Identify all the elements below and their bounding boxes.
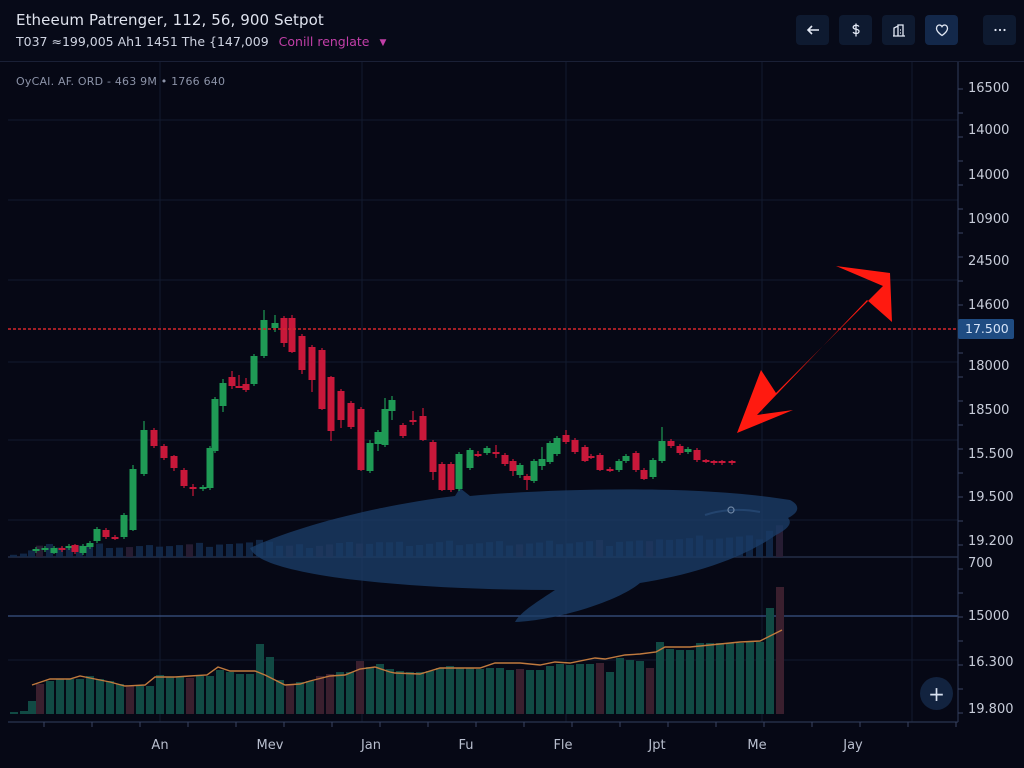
dollar-icon <box>852 23 860 37</box>
chart-title: Etheeum Patrenger, 112, 56, 900 Setpot <box>16 11 324 29</box>
price-axis-label: 15.500 <box>968 447 1014 462</box>
price-axis-label: 10900 <box>968 212 1010 227</box>
volume-moving-average <box>31 629 783 687</box>
add-indicator-button[interactable]: + <box>920 677 953 710</box>
price-axis-label: 19.200 <box>968 534 1014 549</box>
indicator-info-line: OyCAI. AF. ORD - 463 9M • 1766 640 <box>16 75 226 88</box>
ellipsis-icon <box>993 28 1006 32</box>
time-axis-label: An <box>151 738 169 753</box>
price-axis-label: 18000 <box>968 359 1010 374</box>
currency-button[interactable] <box>839 15 872 45</box>
price-chart-canvas[interactable] <box>0 62 1024 768</box>
whale-illustration <box>250 488 798 622</box>
heart-icon <box>935 24 948 37</box>
price-axis-label: 14000 <box>968 168 1010 183</box>
ticker-summary: T037 ≈199,005 Ah1 1451 The {147,009 Coni… <box>16 34 386 49</box>
building-chart-icon <box>892 24 905 37</box>
ticker-stats: T037 ≈199,005 Ah1 1451 The {147,009 <box>16 34 269 49</box>
volume-axis-label: 15000 <box>968 609 1010 624</box>
more-button[interactable] <box>983 15 1016 45</box>
indicators-button[interactable] <box>882 15 915 45</box>
time-axis-label: Fu <box>458 738 474 753</box>
arrow-left-icon <box>806 25 819 35</box>
back-button[interactable] <box>796 15 829 45</box>
template-dropdown-label[interactable]: Conill renglate <box>278 34 370 49</box>
candlestick-series <box>32 310 736 555</box>
volume-axis-label: 16.300 <box>968 655 1014 670</box>
time-axis-label: Me <box>747 738 767 753</box>
plus-icon: + <box>928 681 945 706</box>
price-axis-label: 14600 <box>968 298 1010 313</box>
chart-grid <box>8 62 958 722</box>
price-axis-label: 19.500 <box>968 490 1014 505</box>
price-axis-label: 16500 <box>968 81 1010 96</box>
time-axis-label: Fle <box>553 738 573 753</box>
volume-axis-label: 19.800 <box>968 702 1014 717</box>
double-arrow-annotation-icon[interactable] <box>737 266 892 433</box>
chevron-down-icon[interactable]: ▼ <box>379 38 387 48</box>
chart-header: Etheeum Patrenger, 112, 56, 900 Setpot T… <box>0 0 1024 62</box>
price-axis-label: 18500 <box>968 403 1010 418</box>
current-price-badge: 17.500 <box>958 319 1014 339</box>
volume-histogram <box>10 587 784 714</box>
price-axis-label: 14000 <box>968 123 1010 138</box>
price-axis-label: 24500 <box>968 254 1010 269</box>
favorite-button[interactable] <box>925 15 958 45</box>
time-axis-label: Jpt <box>648 738 666 753</box>
volume-axis-label: 700 <box>968 556 993 571</box>
axis-ticks <box>43 88 963 727</box>
time-axis-label: Mev <box>256 738 284 753</box>
time-axis-label: Jay <box>843 738 863 753</box>
time-axis-label: Jan <box>360 738 382 753</box>
